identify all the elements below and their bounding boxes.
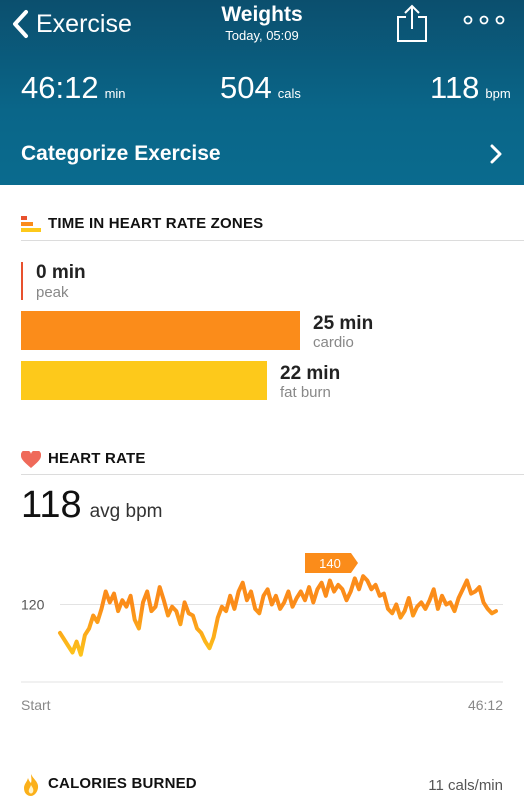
- zone-label-peak: peak: [36, 284, 69, 301]
- zones-section-header: TIME IN HEART RATE ZONES: [0, 208, 524, 240]
- peak-badge-label: 140: [319, 556, 341, 571]
- zones-section-title: TIME IN HEART RATE ZONES: [48, 215, 264, 232]
- back-label: Exercise: [36, 9, 132, 38]
- share-icon: [397, 4, 427, 42]
- heart-icon: [21, 451, 41, 468]
- heart-rate-section-title: HEART RATE: [48, 450, 146, 467]
- zones-icon: [21, 216, 41, 232]
- chevron-left-icon: [13, 10, 28, 38]
- flame-icon: [24, 774, 39, 796]
- chevron-right-icon: [490, 144, 502, 164]
- page-title: Weights: [221, 3, 303, 26]
- zone-bar-peak: [21, 262, 23, 300]
- stats-row: 46:12 min 504 cals 118 bpm: [0, 70, 524, 110]
- header-bar: Exercise Weights Today, 05:09 46:12 min …: [0, 0, 524, 185]
- zones-divider: [21, 240, 524, 241]
- zone-value-cardio: 25 min: [313, 313, 374, 334]
- zone-value-peak: 0 min: [36, 262, 86, 283]
- back-button[interactable]: Exercise: [10, 6, 132, 42]
- more-options-button[interactable]: [462, 10, 506, 30]
- calories-section-title: CALORIES BURNED: [48, 775, 197, 792]
- duration-value: 46:12: [21, 70, 99, 105]
- zone-value-fat-burn: 22 min: [280, 363, 341, 384]
- zone-bar-fat-burn: [21, 361, 267, 400]
- calories-section-header: CALORIES BURNED 11 cals/min: [0, 768, 524, 800]
- title-block: Weights Today, 05:09: [150, 2, 374, 44]
- bpm-value: 118: [430, 70, 480, 105]
- zone-label-cardio: cardio: [313, 334, 354, 351]
- avg-bpm-value: 118: [21, 484, 82, 526]
- heart-rate-chart: 120 140: [21, 553, 503, 683]
- peak-badge: 140: [305, 553, 358, 573]
- calories-rate: 11 cals/min: [428, 777, 503, 794]
- page-subtitle: Today, 05:09: [225, 28, 299, 43]
- duration-stat: 46:12 min: [21, 70, 126, 106]
- categorize-exercise-row[interactable]: Categorize Exercise: [0, 128, 524, 180]
- y-tick-120: 120: [21, 597, 45, 613]
- x-axis-end-label: 46:12: [467, 697, 503, 713]
- calories-stat: 504 cals: [220, 70, 301, 106]
- categorize-label: Categorize Exercise: [21, 142, 221, 165]
- avg-bpm: 118 avg bpm: [21, 484, 162, 527]
- bpm-stat: 118 bpm: [430, 70, 511, 106]
- zone-label-fat-burn: fat burn: [280, 384, 331, 401]
- heart-rate-line: [58, 574, 498, 657]
- zone-bar-cardio: [21, 311, 300, 350]
- duration-unit: min: [104, 86, 126, 101]
- heart-rate-section-header: HEART RATE: [0, 443, 524, 475]
- calories-value: 504: [220, 70, 272, 105]
- avg-bpm-unit: avg bpm: [89, 501, 163, 522]
- calories-unit: cals: [277, 86, 301, 101]
- x-axis-start-label: Start: [21, 697, 51, 713]
- more-dots-icon: [463, 15, 505, 25]
- peak-badge-shape: [305, 553, 358, 573]
- share-button[interactable]: [396, 3, 428, 43]
- bpm-unit: bpm: [485, 86, 511, 101]
- heart-rate-divider: [21, 474, 524, 475]
